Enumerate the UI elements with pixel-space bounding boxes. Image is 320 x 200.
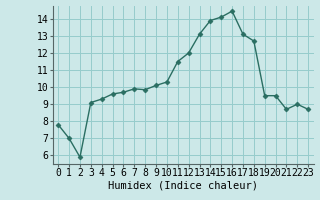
X-axis label: Humidex (Indice chaleur): Humidex (Indice chaleur) [108,181,258,191]
